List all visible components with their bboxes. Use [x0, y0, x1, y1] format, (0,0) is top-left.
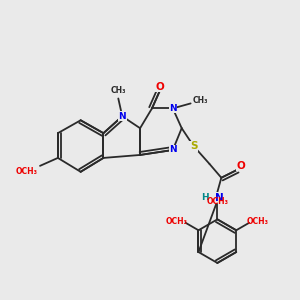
Text: N: N: [118, 112, 126, 121]
Text: CH₃: CH₃: [193, 96, 208, 105]
Text: OCH₃: OCH₃: [247, 217, 269, 226]
Text: OCH₃: OCH₃: [166, 217, 188, 226]
Text: CH₃: CH₃: [110, 86, 126, 95]
Text: N: N: [215, 193, 224, 202]
Text: O: O: [155, 82, 164, 92]
Text: OCH₃: OCH₃: [206, 197, 228, 206]
Text: N: N: [169, 104, 177, 113]
Text: N: N: [169, 146, 177, 154]
Text: S: S: [190, 141, 197, 151]
Text: H: H: [201, 193, 208, 202]
Text: O: O: [237, 161, 245, 171]
Text: OCH₃: OCH₃: [15, 167, 37, 176]
